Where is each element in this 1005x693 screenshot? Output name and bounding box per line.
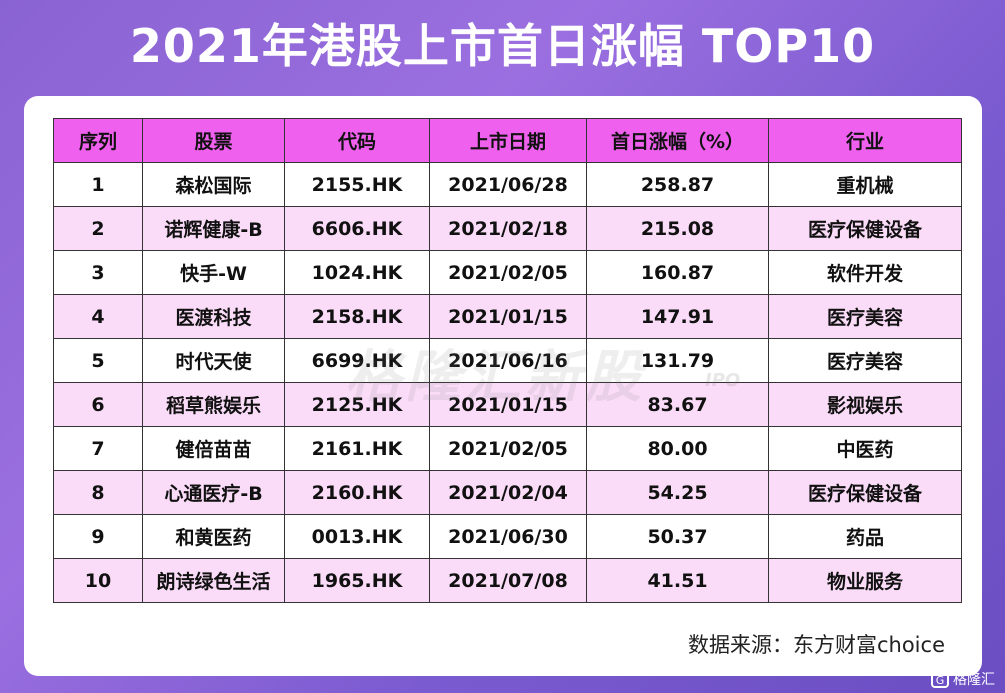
table-cell: 147.91 bbox=[586, 294, 769, 339]
table-cell: 2021/02/04 bbox=[429, 470, 587, 515]
table-cell: 258.87 bbox=[586, 162, 769, 207]
table-cell: 2021/06/16 bbox=[429, 338, 587, 383]
table-cell: 3 bbox=[53, 250, 143, 295]
header-cell: 首日涨幅（%） bbox=[586, 118, 769, 163]
table-cell: 50.37 bbox=[586, 514, 769, 559]
header-cell: 行业 bbox=[768, 118, 962, 163]
table-cell: 2021/02/18 bbox=[429, 206, 587, 251]
table-cell: 2021/06/28 bbox=[429, 162, 587, 207]
table-cell: 2021/02/05 bbox=[429, 250, 587, 295]
table-cell: 80.00 bbox=[586, 426, 769, 471]
table-cell: 快手-W bbox=[142, 250, 285, 295]
table-cell: 8 bbox=[53, 470, 143, 515]
table-cell: 医疗美容 bbox=[768, 338, 962, 383]
table-cell: 软件开发 bbox=[768, 250, 962, 295]
table-cell: 2158.HK bbox=[284, 294, 430, 339]
table-row: 10 朗诗绿色生活 1965.HK 2021/07/08 41.51 物业服务 bbox=[53, 558, 962, 603]
table-cell: 影视娱乐 bbox=[768, 382, 962, 427]
header-cell: 代码 bbox=[284, 118, 430, 163]
table-cell: 5 bbox=[53, 338, 143, 383]
header-cell: 上市日期 bbox=[429, 118, 587, 163]
table-cell: 2021/01/15 bbox=[429, 382, 587, 427]
table-header-row: 序列 股票 代码 上市日期 首日涨幅（%） 行业 bbox=[53, 118, 962, 163]
table-cell: 1024.HK bbox=[284, 250, 430, 295]
table-cell: 10 bbox=[53, 558, 143, 603]
table-cell: 41.51 bbox=[586, 558, 769, 603]
table-row: 2 诺辉健康-B 6606.HK 2021/02/18 215.08 医疗保健设备 bbox=[53, 206, 962, 251]
data-table: 序列 股票 代码 上市日期 首日涨幅（%） 行业 1 森松国际 2155.HK 202… bbox=[53, 118, 962, 603]
table-cell: 2021/07/08 bbox=[429, 558, 587, 603]
table-cell: 1965.HK bbox=[284, 558, 430, 603]
table-row: 5 时代天使 6699.HK 2021/06/16 131.79 医疗美容 bbox=[53, 338, 962, 383]
table-cell: 160.87 bbox=[586, 250, 769, 295]
source-note: 数据来源：东方财富choice bbox=[687, 633, 945, 657]
table-body: 1 森松国际 2155.HK 2021/06/28 258.87 重机械 2 诺辉健康-B 66… bbox=[53, 162, 962, 603]
table-row: 6 稻草熊娱乐 2125.HK 2021/01/15 83.67 影视娱乐 bbox=[53, 382, 962, 427]
table-cell: 4 bbox=[53, 294, 143, 339]
table-cell: 6 bbox=[53, 382, 143, 427]
table-row: 7 健倍苗苗 2161.HK 2021/02/05 80.00 中医药 bbox=[53, 426, 962, 471]
header-cell: 股票 bbox=[142, 118, 285, 163]
table-cell: 医疗保健设备 bbox=[768, 206, 962, 251]
table-cell: 2125.HK bbox=[284, 382, 430, 427]
table-cell: 1 bbox=[53, 162, 143, 207]
table-cell: 215.08 bbox=[586, 206, 769, 251]
brand: G 格隆汇 bbox=[931, 669, 995, 689]
header-cell: 序列 bbox=[53, 118, 143, 163]
table-cell: 2161.HK bbox=[284, 426, 430, 471]
table-cell: 诺辉健康-B bbox=[142, 206, 285, 251]
table-cell: 重机械 bbox=[768, 162, 962, 207]
table-cell: 心通医疗-B bbox=[142, 470, 285, 515]
table-row: 4 医渡科技 2158.HK 2021/01/15 147.91 医疗美容 bbox=[53, 294, 962, 339]
table-cell: 0013.HK bbox=[284, 514, 430, 559]
gelonghui-logo-icon: G bbox=[931, 670, 949, 688]
table-cell: 54.25 bbox=[586, 470, 769, 515]
table-cell: 7 bbox=[53, 426, 143, 471]
table-cell: 健倍苗苗 bbox=[142, 426, 285, 471]
table-cell: 朗诗绿色生活 bbox=[142, 558, 285, 603]
brand-text: 格隆汇 bbox=[953, 672, 995, 688]
table-row: 9 和黄医药 0013.HK 2021/06/30 50.37 药品 bbox=[53, 514, 962, 559]
table-cell: 131.79 bbox=[586, 338, 769, 383]
table-cell: 2155.HK bbox=[284, 162, 430, 207]
table-cell: 医渡科技 bbox=[142, 294, 285, 339]
table-cell: 医疗美容 bbox=[768, 294, 962, 339]
table-cell: 2160.HK bbox=[284, 470, 430, 515]
table-row: 8 心通医疗-B 2160.HK 2021/02/04 54.25 医疗保健设备 bbox=[53, 470, 962, 515]
table-cell: 森松国际 bbox=[142, 162, 285, 207]
table-cell: 中医药 bbox=[768, 426, 962, 471]
table-cell: 9 bbox=[53, 514, 143, 559]
table-row: 1 森松国际 2155.HK 2021/06/28 258.87 重机械 bbox=[53, 162, 962, 207]
table-cell: 和黄医药 bbox=[142, 514, 285, 559]
table-cell: 医疗保健设备 bbox=[768, 470, 962, 515]
page-title: 2021年港股上市首日涨幅 TOP10 bbox=[129, 19, 876, 73]
table-cell: 6606.HK bbox=[284, 206, 430, 251]
table-cell: 时代天使 bbox=[142, 338, 285, 383]
table-row: 3 快手-W 1024.HK 2021/02/05 160.87 软件开发 bbox=[53, 250, 962, 295]
table-cell: 稻草熊娱乐 bbox=[142, 382, 285, 427]
table-cell: 物业服务 bbox=[768, 558, 962, 603]
table-cell: 83.67 bbox=[586, 382, 769, 427]
table-cell: 2 bbox=[53, 206, 143, 251]
table-cell: 2021/02/05 bbox=[429, 426, 587, 471]
table-cell: 2021/01/15 bbox=[429, 294, 587, 339]
table-cell: 药品 bbox=[768, 514, 962, 559]
table-cell: 6699.HK bbox=[284, 338, 430, 383]
table-cell: 2021/06/30 bbox=[429, 514, 587, 559]
